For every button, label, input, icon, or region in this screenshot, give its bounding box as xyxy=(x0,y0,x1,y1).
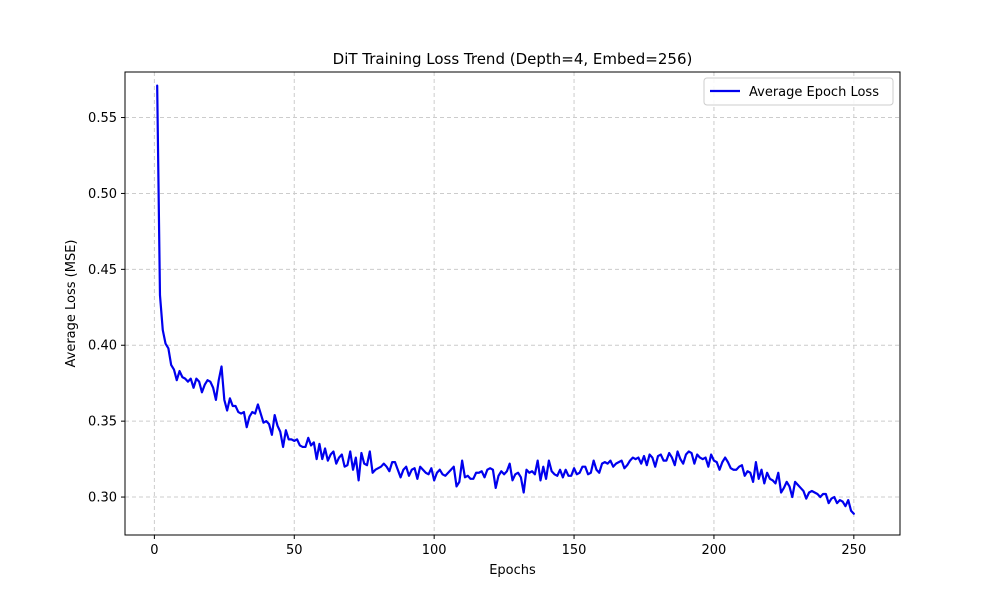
y-axis-label: Average Loss (MSE) xyxy=(64,240,79,368)
grid-lines xyxy=(125,72,900,535)
y-tick-label: 0.45 xyxy=(88,263,117,278)
y-tick-label: 0.30 xyxy=(88,491,117,506)
y-tick-label: 0.50 xyxy=(88,187,117,202)
x-tick-label: 50 xyxy=(286,543,303,558)
x-tick-label: 200 xyxy=(702,543,727,558)
legend-box xyxy=(703,77,894,106)
axis-ticks: 0 50 100 150 200 250 0.30 0.35 0.40 0.45 0.50 0.55 xyxy=(88,111,866,558)
legend: Average Epoch Loss xyxy=(703,77,894,106)
plot-frame xyxy=(124,71,901,536)
x-axis-label: Epochs xyxy=(489,563,536,578)
x-tick-label: 250 xyxy=(841,543,866,558)
x-tick-label: 100 xyxy=(422,543,447,558)
y-tick-label: 0.55 xyxy=(88,111,117,126)
legend-label: Average Epoch Loss xyxy=(749,85,879,100)
x-tick-label: 0 xyxy=(150,543,158,558)
series-line-average-epoch-loss xyxy=(156,84,855,515)
x-tick-label: 150 xyxy=(562,543,587,558)
y-tick-label: 0.40 xyxy=(88,339,117,354)
chart-title: DiT Training Loss Trend (Depth=4, Embed=… xyxy=(333,50,693,68)
y-tick-label: 0.35 xyxy=(88,415,117,430)
